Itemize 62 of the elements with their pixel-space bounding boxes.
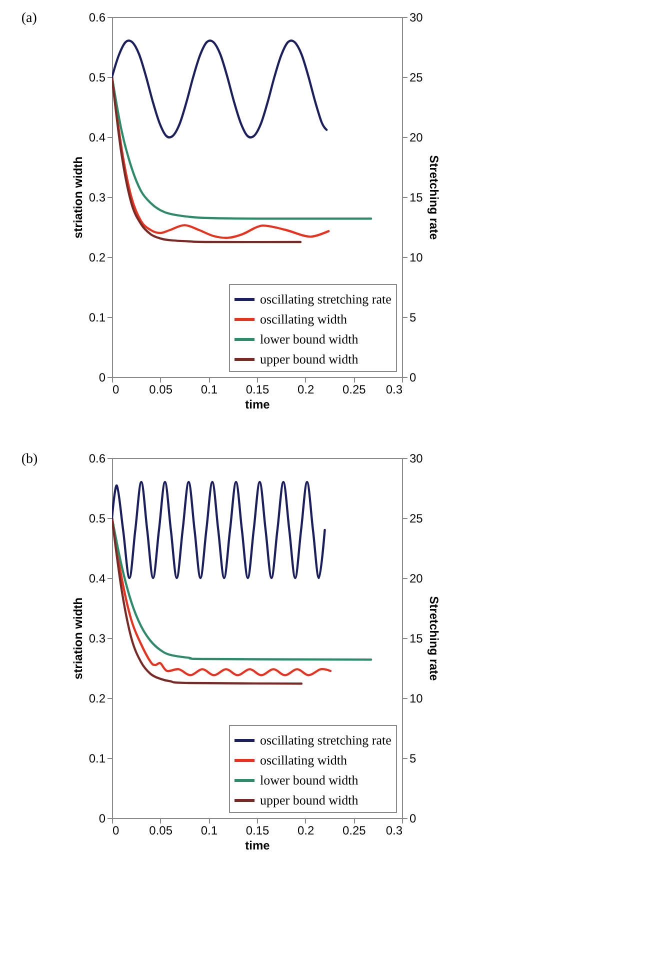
y-tick-label: 0.3 (88, 632, 106, 646)
x-axis-title: time (245, 838, 270, 852)
y2-tick-label: 25 (410, 70, 424, 84)
y-axis-title: striation width (70, 598, 85, 680)
x-tick-label: 0.1 (200, 824, 218, 838)
y-tick-label: 0 (98, 812, 106, 826)
y-tick-label: 0.1 (88, 752, 106, 766)
x-tick-label: 0.25 (342, 382, 366, 396)
line-series (112, 76, 372, 220)
y2-tick-label: 30 (410, 452, 424, 466)
y2-tick-label: 5 (410, 752, 416, 766)
y-tick-label: 0.5 (88, 512, 106, 526)
legend-label: oscillating width (260, 752, 348, 768)
x-tick-label: 0.2 (297, 382, 314, 396)
y-tick-label: 0.5 (88, 70, 106, 84)
y2-tick-label: 30 (410, 10, 424, 24)
y-tick-label: 0.2 (88, 250, 106, 264)
x-tick-label: 0.15 (246, 824, 270, 838)
y-tick-label: 0.3 (88, 190, 106, 204)
x-tick-label: 0.1 (200, 382, 218, 396)
legend-label: lower bound width (260, 772, 359, 788)
y2-tick-label: 25 (410, 512, 424, 526)
x-tick-label: 0 (112, 824, 120, 838)
x-axis-title: time (245, 398, 270, 412)
x-tick-label: 0.3 (386, 824, 403, 838)
y-tick-label: 0.4 (88, 130, 106, 144)
line-series (112, 516, 303, 685)
y2-tick-label: 15 (410, 632, 424, 646)
y-tick-label: 0.4 (88, 572, 106, 586)
x-tick-label: 0 (112, 382, 120, 396)
legend-label: oscillating stretching rate (260, 732, 392, 748)
y-tick-label: 0 (98, 370, 106, 384)
chart-title: (a) (21, 11, 38, 26)
y2-tick-label: 20 (410, 572, 424, 586)
chart-title: (b) (21, 452, 38, 467)
legend-label: oscillating stretching rate (260, 292, 392, 306)
x-tick-label: 0.2 (297, 824, 314, 838)
x-tick-label: 0.15 (246, 382, 270, 396)
y-tick-label: 0.1 (88, 310, 106, 324)
y-axis-title: striation width (70, 156, 85, 238)
y-tick-label: 0.6 (88, 10, 106, 24)
y2-tick-label: 20 (410, 130, 424, 144)
legend-label: oscillating width (260, 312, 348, 326)
x-tick-label: 0.05 (149, 382, 173, 396)
line-series (112, 516, 372, 661)
y2-axis-title: Stretching rate (426, 596, 441, 682)
y2-tick-label: 10 (410, 692, 424, 706)
x-tick-label: 0.25 (342, 824, 366, 838)
legend-label: upper bound width (260, 352, 359, 366)
y2-axis-title: Stretching rate (426, 155, 441, 240)
legend-label: lower bound width (260, 332, 359, 346)
y-tick-label: 0.2 (88, 692, 106, 706)
y2-tick-label: 0 (410, 370, 416, 384)
y2-tick-label: 15 (410, 190, 424, 204)
x-tick-label: 0.05 (149, 824, 173, 838)
x-tick-label: 0.3 (386, 382, 403, 396)
line-series (112, 480, 326, 580)
y-tick-label: 0.6 (88, 452, 106, 466)
y2-tick-label: 10 (410, 250, 424, 264)
y2-tick-label: 0 (410, 812, 416, 826)
legend-label: upper bound width (260, 792, 359, 808)
y2-tick-label: 5 (410, 310, 416, 324)
